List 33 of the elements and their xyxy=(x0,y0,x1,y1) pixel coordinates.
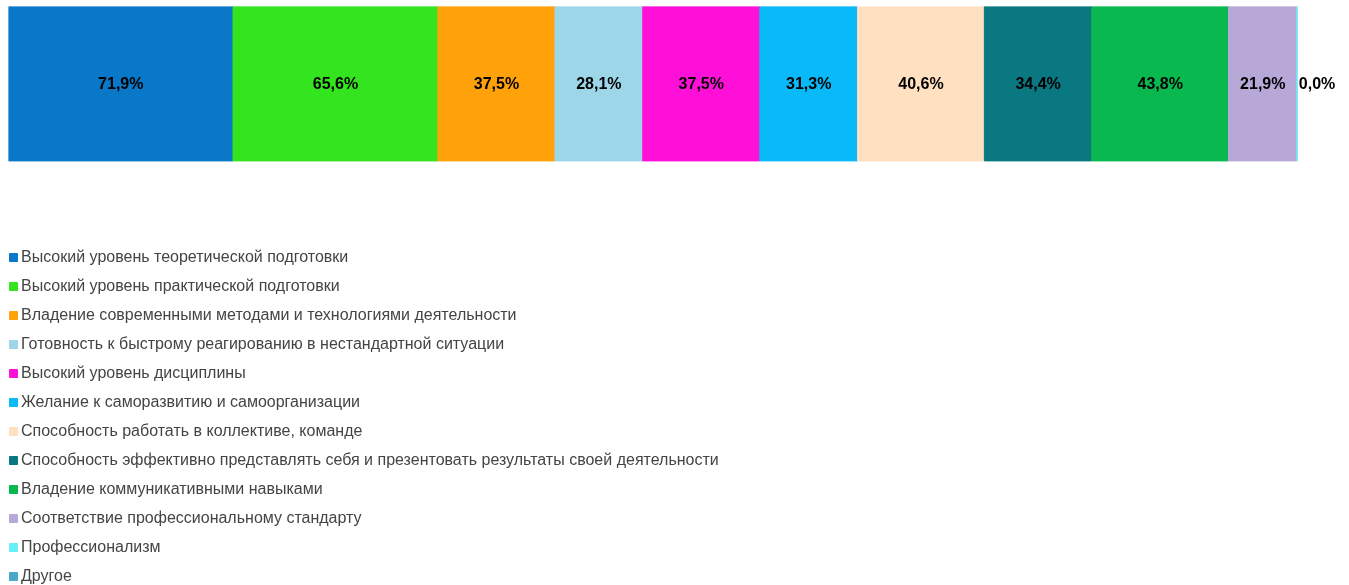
bar xyxy=(8,6,234,162)
data-label: 0,0% xyxy=(1298,75,1336,93)
legend-label: Готовность к быстрому реагированию в нестандартной ситуации xyxy=(21,335,505,353)
data-label: 43,8% xyxy=(1137,75,1183,93)
legend-label: Высокий уровень дисциплины xyxy=(21,364,246,382)
data-label: 65,6% xyxy=(312,75,359,93)
legend-label: Другое xyxy=(21,567,72,585)
bar xyxy=(1091,6,1230,162)
bar xyxy=(857,6,985,162)
bar xyxy=(1228,6,1298,162)
legend-label: Способность эффективно представлять себя и презентовать результаты своей деятельности xyxy=(21,451,719,469)
legend-label: Владение коммуникативными навыками xyxy=(21,480,323,498)
legend-label: Профессионализм xyxy=(21,538,161,556)
data-label: 21,9% xyxy=(1240,75,1286,93)
data-label: 34,4% xyxy=(1015,75,1061,93)
data-label: 71,9% xyxy=(98,75,144,93)
legend-label: Высокий уровень практической подготовки xyxy=(21,277,340,295)
bar xyxy=(437,6,556,162)
legend-label: Высокий уровень теоретической подготовки xyxy=(21,248,349,266)
bar xyxy=(983,6,1093,162)
bar xyxy=(232,6,439,162)
legend-label: Владение современными методами и технологиями деятельности xyxy=(21,306,517,324)
legend-label: Желание к саморазвитию и самоорганизации xyxy=(21,393,361,411)
legend-label: Способность работать в коллективе, команде xyxy=(21,422,363,440)
data-label: 37,5% xyxy=(473,75,520,93)
data-label: 31,3% xyxy=(786,75,832,93)
data-label: 28,1% xyxy=(576,75,622,93)
data-label: 40,6% xyxy=(898,75,944,93)
bar xyxy=(759,6,859,162)
bar xyxy=(554,6,644,162)
legend-label: Соответствие профессиональному стандарту xyxy=(21,509,362,527)
data-label: 37,5% xyxy=(678,75,724,93)
bar xyxy=(642,6,761,162)
